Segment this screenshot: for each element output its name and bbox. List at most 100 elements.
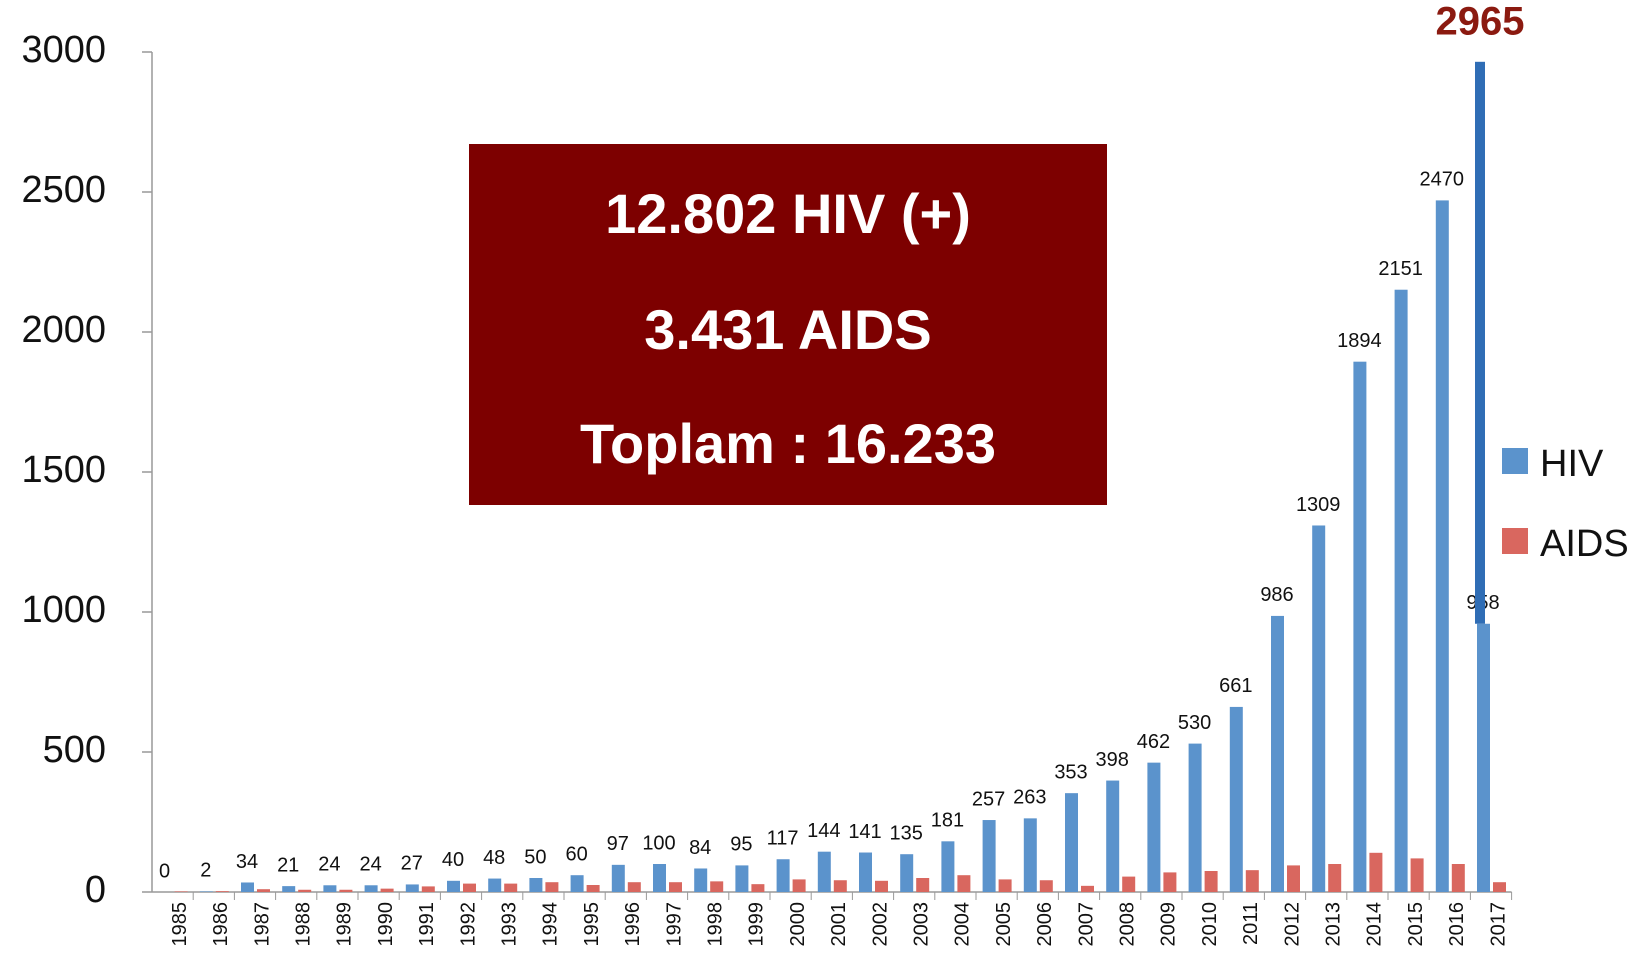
bar — [199, 891, 213, 892]
bar — [916, 878, 930, 892]
x-tick-label: 1995 — [581, 902, 603, 947]
bar — [859, 852, 872, 892]
x-tick-label: 2013 — [1322, 902, 1344, 947]
bar — [735, 865, 749, 892]
data-label: 0 — [159, 860, 170, 882]
data-label: 84 — [689, 837, 711, 859]
summary-line: 12.802 HIV (+) — [605, 182, 971, 245]
data-label: 263 — [1013, 787, 1046, 809]
bar — [529, 878, 543, 892]
bar — [627, 882, 641, 892]
x-tick-label: 1996 — [622, 902, 644, 947]
y-tick-label: 2500 — [21, 169, 106, 211]
bar — [875, 880, 888, 892]
x-tick-label: 2004 — [952, 902, 974, 947]
x-tick-label: 1994 — [540, 902, 562, 947]
bar — [1229, 706, 1243, 892]
data-label: 181 — [931, 810, 964, 832]
data-label: 50 — [524, 846, 546, 868]
bar — [241, 882, 254, 892]
bar — [215, 891, 229, 892]
data-label: 40 — [442, 849, 464, 871]
x-tick-label: 2006 — [1034, 902, 1056, 947]
bar — [586, 885, 600, 892]
bar — [1204, 871, 1218, 892]
x-tick-label: 2011 — [1240, 902, 1262, 945]
bar — [405, 884, 419, 892]
data-label: 986 — [1260, 584, 1293, 606]
bar — [1147, 762, 1161, 892]
data-label: 117 — [767, 828, 799, 850]
bar — [1353, 361, 1367, 892]
bar — [380, 888, 394, 892]
bar — [282, 886, 296, 892]
data-label: 353 — [1054, 761, 1087, 783]
data-label: 24 — [318, 854, 340, 876]
bar — [1435, 200, 1449, 892]
legend-label: HIV — [1540, 443, 1604, 485]
x-tick-label: 1993 — [498, 902, 520, 947]
bar — [323, 885, 337, 892]
bar — [1451, 864, 1465, 892]
bar — [817, 851, 831, 892]
bar — [463, 883, 476, 892]
data-label: 2151 — [1378, 258, 1423, 280]
bar — [1287, 865, 1300, 892]
annotation-label: 2965 — [1436, 0, 1525, 44]
bar — [1271, 615, 1284, 892]
data-label: 135 — [890, 822, 923, 844]
x-tick-label: 1998 — [704, 902, 726, 947]
bar — [504, 883, 518, 892]
bar — [1369, 852, 1383, 892]
data-label: 462 — [1137, 731, 1170, 753]
bar — [710, 881, 724, 892]
bar — [1394, 289, 1408, 893]
x-tick-label: 1988 — [292, 902, 314, 947]
bar — [611, 864, 625, 892]
x-tick-label: 2009 — [1158, 902, 1180, 947]
bar — [669, 882, 682, 892]
bar — [957, 875, 971, 892]
bar — [653, 864, 666, 892]
bar — [257, 889, 270, 892]
data-label: 1894 — [1337, 330, 1382, 352]
x-tick-label: 1992 — [457, 902, 479, 947]
bar — [1039, 880, 1053, 892]
data-label: 1309 — [1296, 494, 1341, 516]
summary-box — [469, 144, 1107, 505]
data-label: 144 — [807, 820, 840, 842]
x-tick-label: 1991 — [416, 902, 438, 947]
bar — [174, 891, 188, 892]
bar — [1023, 818, 1037, 892]
y-tick-label: 1000 — [21, 589, 106, 631]
bar — [1328, 864, 1342, 892]
summary-line: 3.431 AIDS — [644, 298, 931, 361]
data-label: 21 — [277, 854, 299, 876]
x-tick-label: 1997 — [663, 902, 685, 947]
y-tick-label: 1500 — [21, 449, 106, 491]
y-tick-label: 3000 — [21, 29, 106, 71]
bar — [941, 841, 955, 892]
bar — [298, 889, 312, 892]
bar — [339, 889, 353, 892]
data-label: 95 — [730, 834, 752, 856]
bar — [1245, 870, 1259, 892]
legend-swatch — [1502, 528, 1528, 554]
bar — [1493, 882, 1506, 892]
bar — [1081, 885, 1094, 892]
data-label: 100 — [642, 832, 675, 854]
bar — [488, 878, 502, 892]
x-tick-label: 2016 — [1446, 902, 1468, 947]
data-label: 2 — [200, 860, 211, 882]
bar — [1410, 858, 1424, 892]
y-tick-label: 2000 — [21, 309, 106, 351]
data-label: 60 — [565, 843, 587, 865]
bar — [1122, 876, 1136, 892]
bar — [694, 868, 708, 892]
bar — [570, 875, 584, 892]
x-tick-label: 1999 — [746, 902, 768, 947]
y-tick-label: 500 — [43, 729, 106, 771]
x-tick-label: 2008 — [1116, 902, 1138, 947]
legend-label: AIDS — [1540, 523, 1629, 565]
